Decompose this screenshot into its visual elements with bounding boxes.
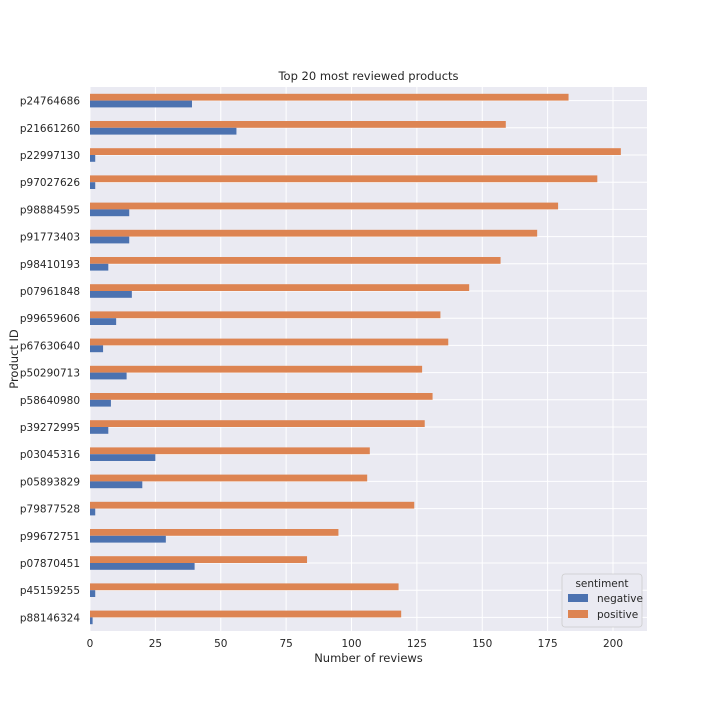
y-tick-label: p05893829	[20, 476, 80, 488]
plot-area	[90, 87, 647, 631]
x-tick-label: 50	[214, 638, 227, 650]
bar-positive	[90, 284, 470, 291]
bar-negative	[90, 209, 130, 217]
bar-negative	[90, 590, 96, 597]
y-tick-label: p97027626	[20, 177, 80, 189]
x-tick-label: 100	[341, 638, 361, 650]
x-tick-label: 25	[149, 638, 162, 650]
x-tick-label: 175	[538, 638, 558, 650]
bar-positive	[90, 93, 569, 101]
bar-negative	[90, 399, 111, 407]
bar-negative	[90, 345, 104, 353]
bar-negative	[90, 318, 117, 325]
y-tick-label: p39272995	[20, 422, 80, 434]
bar-positive	[90, 529, 339, 536]
legend-swatch-positive	[568, 610, 588, 618]
y-tick-label: p91773403	[20, 232, 80, 244]
bar-positive	[90, 556, 308, 563]
bars	[90, 93, 621, 625]
bar-negative	[90, 508, 96, 516]
bar-positive	[90, 583, 399, 591]
y-tick-label: p98884595	[20, 204, 80, 216]
bar-negative	[90, 617, 93, 625]
y-tick-label: p88146324	[20, 612, 80, 624]
x-axis-label: Number of reviews	[314, 651, 423, 665]
bar-positive	[90, 175, 598, 183]
x-tick-label: 0	[87, 638, 94, 650]
bar-positive	[90, 121, 506, 128]
y-tick-label: p79877528	[20, 504, 80, 516]
x-tick-label: 200	[603, 638, 623, 650]
y-tick-label: p58640980	[20, 395, 80, 407]
bar-positive	[90, 311, 441, 319]
y-tick-label: p98410193	[20, 259, 80, 271]
bar-negative	[90, 291, 132, 298]
x-tick-labels: 0 25 50 75 100 125 150 175 200	[87, 638, 623, 650]
legend-label-positive: positive	[597, 609, 638, 621]
bar-positive	[90, 474, 368, 482]
legend-title: sentiment	[575, 578, 628, 590]
legend: sentiment negative positive	[561, 573, 643, 628]
y-tick-label: p07961848	[20, 286, 80, 298]
x-tick-label: 125	[407, 638, 427, 650]
bar-negative	[90, 236, 130, 244]
bar-negative	[90, 155, 96, 162]
bar-positive	[90, 393, 433, 400]
y-tick-label: p07870451	[20, 558, 80, 570]
bar-negative	[90, 127, 237, 135]
bar-positive	[90, 229, 538, 237]
bar-negative	[90, 563, 195, 570]
bar-negative	[90, 481, 143, 489]
y-tick-label: p50290713	[20, 368, 80, 380]
y-tick-label: p45159255	[20, 585, 80, 597]
bar-positive	[90, 148, 621, 155]
bar-negative	[90, 427, 109, 434]
bar-negative	[90, 100, 192, 108]
bar-positive	[90, 338, 449, 346]
bar-positive	[90, 610, 402, 618]
y-tick-label: p99659606	[20, 313, 80, 325]
y-tick-label: p67630640	[20, 340, 80, 352]
y-tick-label: p21661260	[20, 123, 80, 135]
legend-swatch-negative	[568, 594, 588, 602]
y-tick-label: p03045316	[20, 449, 80, 461]
bar-positive	[90, 365, 423, 373]
x-tick-label: 150	[472, 638, 492, 650]
y-tick-labels: p24764686 p21661260 p22997130 p97027626 p988…	[20, 96, 80, 625]
bar-positive	[90, 501, 415, 509]
chart-title: Top 20 most reviewed products	[277, 69, 458, 83]
bar-negative	[90, 454, 156, 461]
bar-positive	[90, 202, 559, 210]
bar-positive	[90, 420, 425, 427]
legend-label-negative: negative	[597, 593, 643, 605]
bar-positive	[90, 447, 370, 455]
y-tick-label: p22997130	[20, 150, 80, 162]
bar-positive	[90, 257, 501, 264]
y-tick-label: p99672751	[20, 531, 80, 543]
bar-negative	[90, 182, 96, 189]
bar-negative	[90, 535, 166, 543]
x-tick-label: 75	[279, 638, 292, 650]
bar-negative	[90, 263, 109, 271]
y-axis-label: Product ID	[7, 329, 21, 389]
y-tick-label: p24764686	[20, 96, 80, 108]
bar-negative	[90, 372, 127, 380]
